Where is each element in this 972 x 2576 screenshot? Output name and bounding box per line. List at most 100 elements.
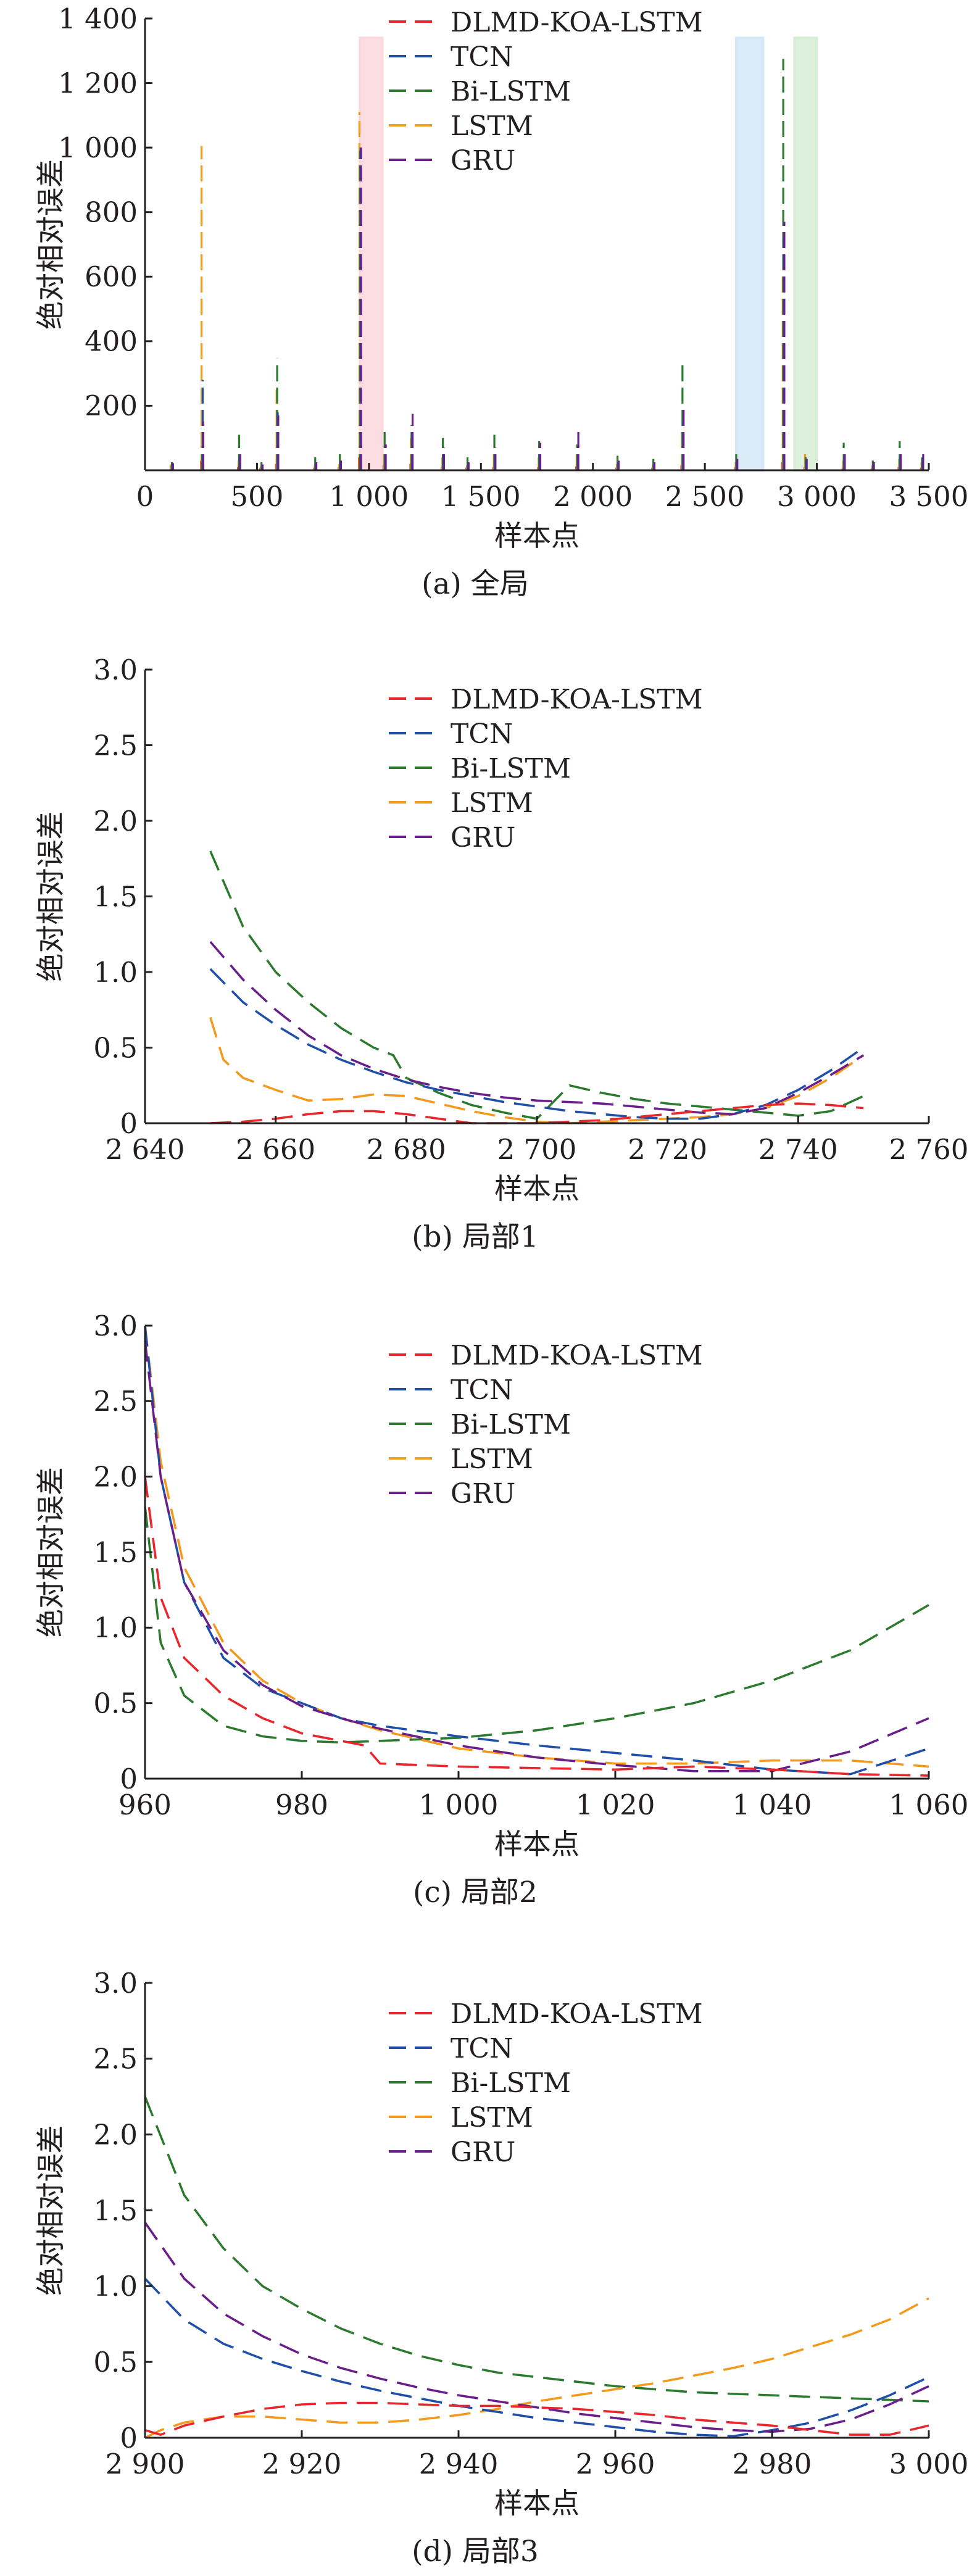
x-tick-label: 2 700 — [497, 1133, 577, 1166]
x-tick-label: 2 680 — [367, 1133, 446, 1166]
y-tick-label: 1.5 — [93, 880, 138, 913]
y-tick-label: 400 — [85, 325, 138, 358]
legend-label-tcn: TCN — [451, 2033, 513, 2064]
legend-label-tcn: TCN — [451, 41, 513, 73]
legend-label-gru: GRU — [451, 2137, 515, 2168]
y-tick-label: 0.5 — [93, 1687, 138, 1719]
chart-panel-d: 0 0.5 1.0 1.5 2.0 2.5 3.0 2 900 2 920 2 940 2 960 2… — [34, 1967, 968, 2569]
y-tick-label: 3.0 — [93, 1967, 138, 2000]
x-tick-label: 1 000 — [329, 480, 409, 513]
legend-label-bi-lstm: Bi-LSTM — [451, 76, 571, 107]
legend-label-tcn: TCN — [451, 718, 513, 750]
y-axis-title: 绝对相对误差 — [34, 159, 67, 330]
x-axis-title: 样本点 — [494, 1827, 579, 1861]
series-line-lstm — [209, 1016, 865, 1124]
x-tick-label: 1 020 — [576, 1789, 655, 1821]
y-tick-label: 1.0 — [93, 2270, 138, 2303]
x-tick-label: 500 — [230, 480, 283, 513]
series-line-tcn — [144, 1325, 929, 1776]
y-tick-label: 0 — [120, 1763, 138, 1795]
y-tick-label: 1 400 — [58, 2, 138, 35]
x-tick-label: 1 040 — [733, 1789, 812, 1821]
y-tick-label: 2.0 — [93, 1460, 138, 1493]
legend-label-gru: GRU — [451, 145, 515, 177]
y-tick-label: 0 — [120, 1107, 138, 1140]
x-tick-label: 2 960 — [576, 2448, 655, 2480]
chart-panel-a: 200 400 600 800 1 000 1 200 1 400 500 1 000 1 500… — [34, 2, 968, 601]
x-tick-label: 1 000 — [419, 1789, 499, 1821]
x-tick-label: 2 980 — [733, 2448, 812, 2480]
series-line-tcn — [144, 2277, 929, 2438]
legend-label-lstm: LSTM — [451, 2102, 533, 2134]
legend-label-gru: GRU — [451, 822, 515, 854]
x-tick-label: 2 720 — [628, 1133, 707, 1166]
x-tick-label: 2 940 — [419, 2448, 499, 2480]
y-tick-label: 2.0 — [93, 2118, 138, 2151]
series-line-tcn — [209, 968, 865, 1120]
series-line-lstm — [144, 2297, 929, 2439]
legend-label-lstm: LSTM — [451, 1444, 533, 1475]
x-tick-label: 1 060 — [889, 1789, 969, 1821]
y-tick-label: 800 — [85, 196, 138, 228]
x-axis-title: 样本点 — [494, 519, 579, 552]
series-line-gru — [209, 941, 865, 1116]
x-tick-label: 3 000 — [889, 2448, 969, 2480]
highlight-region-1 — [359, 36, 384, 472]
y-tick-label: 1.0 — [93, 956, 138, 989]
x-tick-label: 960 — [118, 1789, 172, 1821]
y-tick-label: 600 — [85, 260, 138, 293]
y-tick-label: 0 — [120, 2422, 138, 2454]
y-tick-label: 3.0 — [93, 654, 138, 686]
chart-panel-c: 0 0.5 1.0 1.5 2.0 2.5 3.0 960 980 1 000 1 020 1 040… — [34, 1310, 968, 1909]
panel-caption: (a) 全局 — [422, 567, 529, 601]
y-tick-label: 1.5 — [93, 2194, 138, 2227]
x-tick-label: 980 — [275, 1789, 328, 1821]
highlight-region-3 — [793, 36, 818, 472]
legend-label-bi-lstm: Bi-LSTM — [451, 2067, 571, 2099]
series-line-dlmd-koa-lstm — [144, 2401, 929, 2436]
y-tick-label: 2.5 — [93, 1385, 138, 1418]
y-tick-label: 1 200 — [58, 67, 138, 99]
x-tick-label: 2 000 — [553, 480, 633, 513]
x-origin-label: 0 — [136, 480, 154, 513]
legend-label-dlmd-koa-lstm: DLMD-KOA-LSTM — [451, 1340, 703, 1371]
x-tick-label: 1 500 — [441, 480, 521, 513]
series-line-bi-lstm — [144, 1506, 929, 1744]
x-tick-label: 2 640 — [106, 1133, 185, 1166]
y-axis-title: 绝对相对误差 — [34, 812, 67, 982]
x-tick-label: 2 900 — [106, 2448, 185, 2480]
y-tick-label: 2.5 — [93, 729, 138, 762]
series-line-bi-lstm — [144, 2096, 929, 2403]
legend-label-dlmd-koa-lstm: DLMD-KOA-LSTM — [451, 684, 703, 715]
x-axis-title: 样本点 — [494, 1172, 579, 1205]
x-axis-title: 样本点 — [494, 2487, 579, 2520]
legend-label-dlmd-koa-lstm: DLMD-KOA-LSTM — [451, 7, 703, 38]
x-tick-label: 3 000 — [777, 480, 857, 513]
y-tick-label: 1.5 — [93, 1536, 138, 1569]
panel-caption: (b) 局部1 — [412, 1220, 539, 1254]
y-tick-label: 1 000 — [58, 131, 138, 164]
x-tick-label: 2 500 — [665, 480, 745, 513]
legend-label-bi-lstm: Bi-LSTM — [451, 1409, 571, 1440]
y-tick-label: 0.5 — [93, 1031, 138, 1064]
panel-caption: (c) 局部2 — [413, 1876, 538, 1909]
legend-label-lstm: LSTM — [451, 110, 533, 142]
x-tick-label: 3 500 — [889, 480, 969, 513]
x-tick-label: 2 740 — [758, 1133, 838, 1166]
y-tick-label: 2.5 — [93, 2043, 138, 2075]
y-axis-title: 绝对相对误差 — [34, 2125, 67, 2296]
y-tick-label: 2.0 — [93, 805, 138, 837]
legend-label-gru: GRU — [451, 1478, 515, 1510]
x-tick-label: 2 920 — [262, 2448, 342, 2480]
series-line-gru — [144, 2222, 929, 2433]
legend-label-bi-lstm: Bi-LSTM — [451, 753, 571, 784]
y-tick-label: 0.5 — [93, 2346, 138, 2379]
highlight-region-2 — [734, 36, 765, 472]
legend-label-dlmd-koa-lstm: DLMD-KOA-LSTM — [451, 1998, 703, 2030]
chart-panel-b: 0 0.5 1.0 1.5 2.0 2.5 3.0 2 640 2 660 2 680 2 700 2… — [34, 654, 968, 1254]
series-line-bi-lstm — [209, 850, 864, 1120]
series-line-lstm — [144, 1325, 929, 1768]
y-axis-title: 绝对相对误差 — [34, 1467, 67, 1637]
legend-label-lstm: LSTM — [451, 787, 533, 819]
